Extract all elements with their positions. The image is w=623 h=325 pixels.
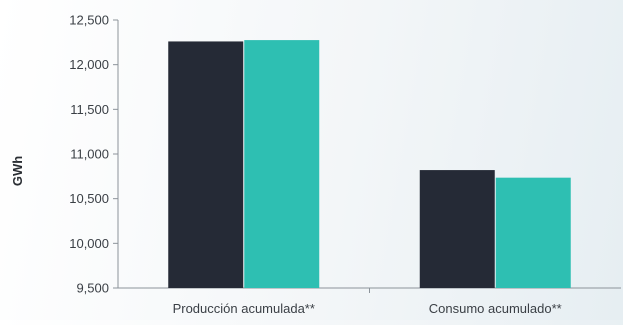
- bars: [168, 40, 571, 288]
- y-tick-label: 11,500: [70, 102, 109, 117]
- bar-series-1-2: [419, 170, 495, 288]
- bar-series-1-1: [168, 41, 244, 288]
- y-tick-label: 10,500: [69, 191, 109, 206]
- y-tick-label: 12,500: [69, 13, 109, 28]
- x-category-label: Consumo acumulado**: [429, 301, 562, 316]
- bar-series-2-2: [495, 177, 571, 288]
- x-ticks: Producción acumulada** Consumo acumulado*…: [173, 288, 562, 316]
- x-category-label: Producción acumulada**: [173, 301, 315, 316]
- y-ticks: 9,500 10,000 10,500 11,000 11,500 12,000 12,50…: [69, 13, 118, 296]
- y-axis-title: GWh: [10, 156, 25, 186]
- y-tick-label: 11,000: [70, 147, 109, 162]
- y-tick-label: 10,000: [69, 236, 109, 251]
- y-tick-label: 9,500: [76, 281, 109, 296]
- y-tick-label: 12,000: [69, 57, 109, 72]
- bar-series-2-1: [244, 40, 320, 288]
